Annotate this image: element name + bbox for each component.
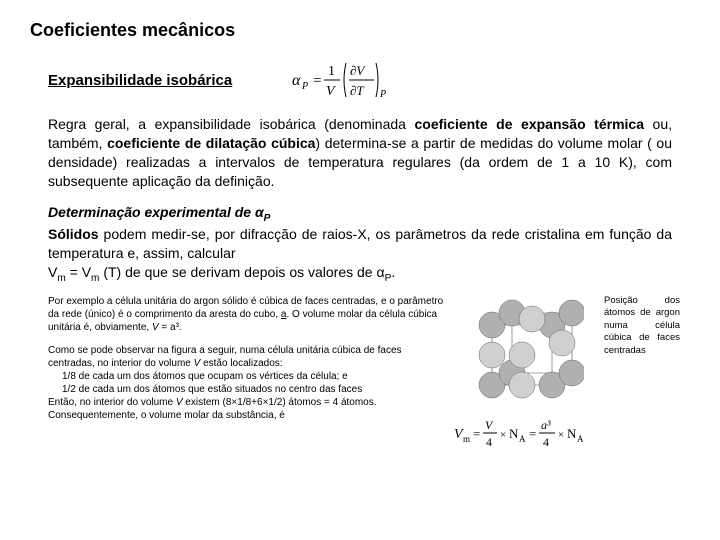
section-label: Expansibilidade isobárica [48,72,232,89]
svg-text:=: = [313,73,321,89]
svg-text:m: m [463,434,470,444]
vm-formula: V m = V 4 × N A = a³ 4 × N A [454,416,594,450]
example-text: Por exemplo a célula unitária do argon s… [48,295,444,422]
svg-text:=: = [529,426,536,441]
fcc-cell-figure [464,295,584,405]
svg-text:V: V [326,84,336,99]
alpha-formula: α P = 1 V ∂V ∂T P [292,59,422,101]
bottom-row: Por exemplo a célula unitária do argon s… [48,295,680,455]
svg-text:4: 4 [486,435,492,449]
section-row: Expansibilidade isobárica α P = 1 V ∂V ∂… [30,59,690,101]
svg-text:4: 4 [543,435,549,449]
paragraph-experimental: Determinação experimental de αP Sólidos … [48,203,672,286]
svg-text:P: P [301,81,308,92]
svg-text:A: A [519,434,526,444]
svg-text:N: N [567,426,577,441]
svg-text:V: V [485,418,494,432]
svg-text:N: N [509,426,519,441]
svg-text:∂T: ∂T [350,83,364,98]
svg-text:a³: a³ [541,418,551,432]
svg-text:=: = [473,426,480,441]
svg-text:P: P [379,89,386,100]
svg-text:×: × [500,429,506,441]
svg-text:∂V: ∂V [350,63,366,78]
svg-text:A: A [577,434,584,444]
page-title: Coeficientes mecânicos [30,20,690,41]
svg-text:α: α [292,72,301,89]
paragraph-general-rule: Regra geral, a expansibilidade isobárica… [48,115,672,191]
svg-text:×: × [558,429,564,441]
svg-text:1: 1 [328,64,335,79]
figure-column: V m = V 4 × N A = a³ 4 × N A [454,295,594,455]
figure-caption: Posição dos átomos de argon numa célula … [604,295,680,357]
